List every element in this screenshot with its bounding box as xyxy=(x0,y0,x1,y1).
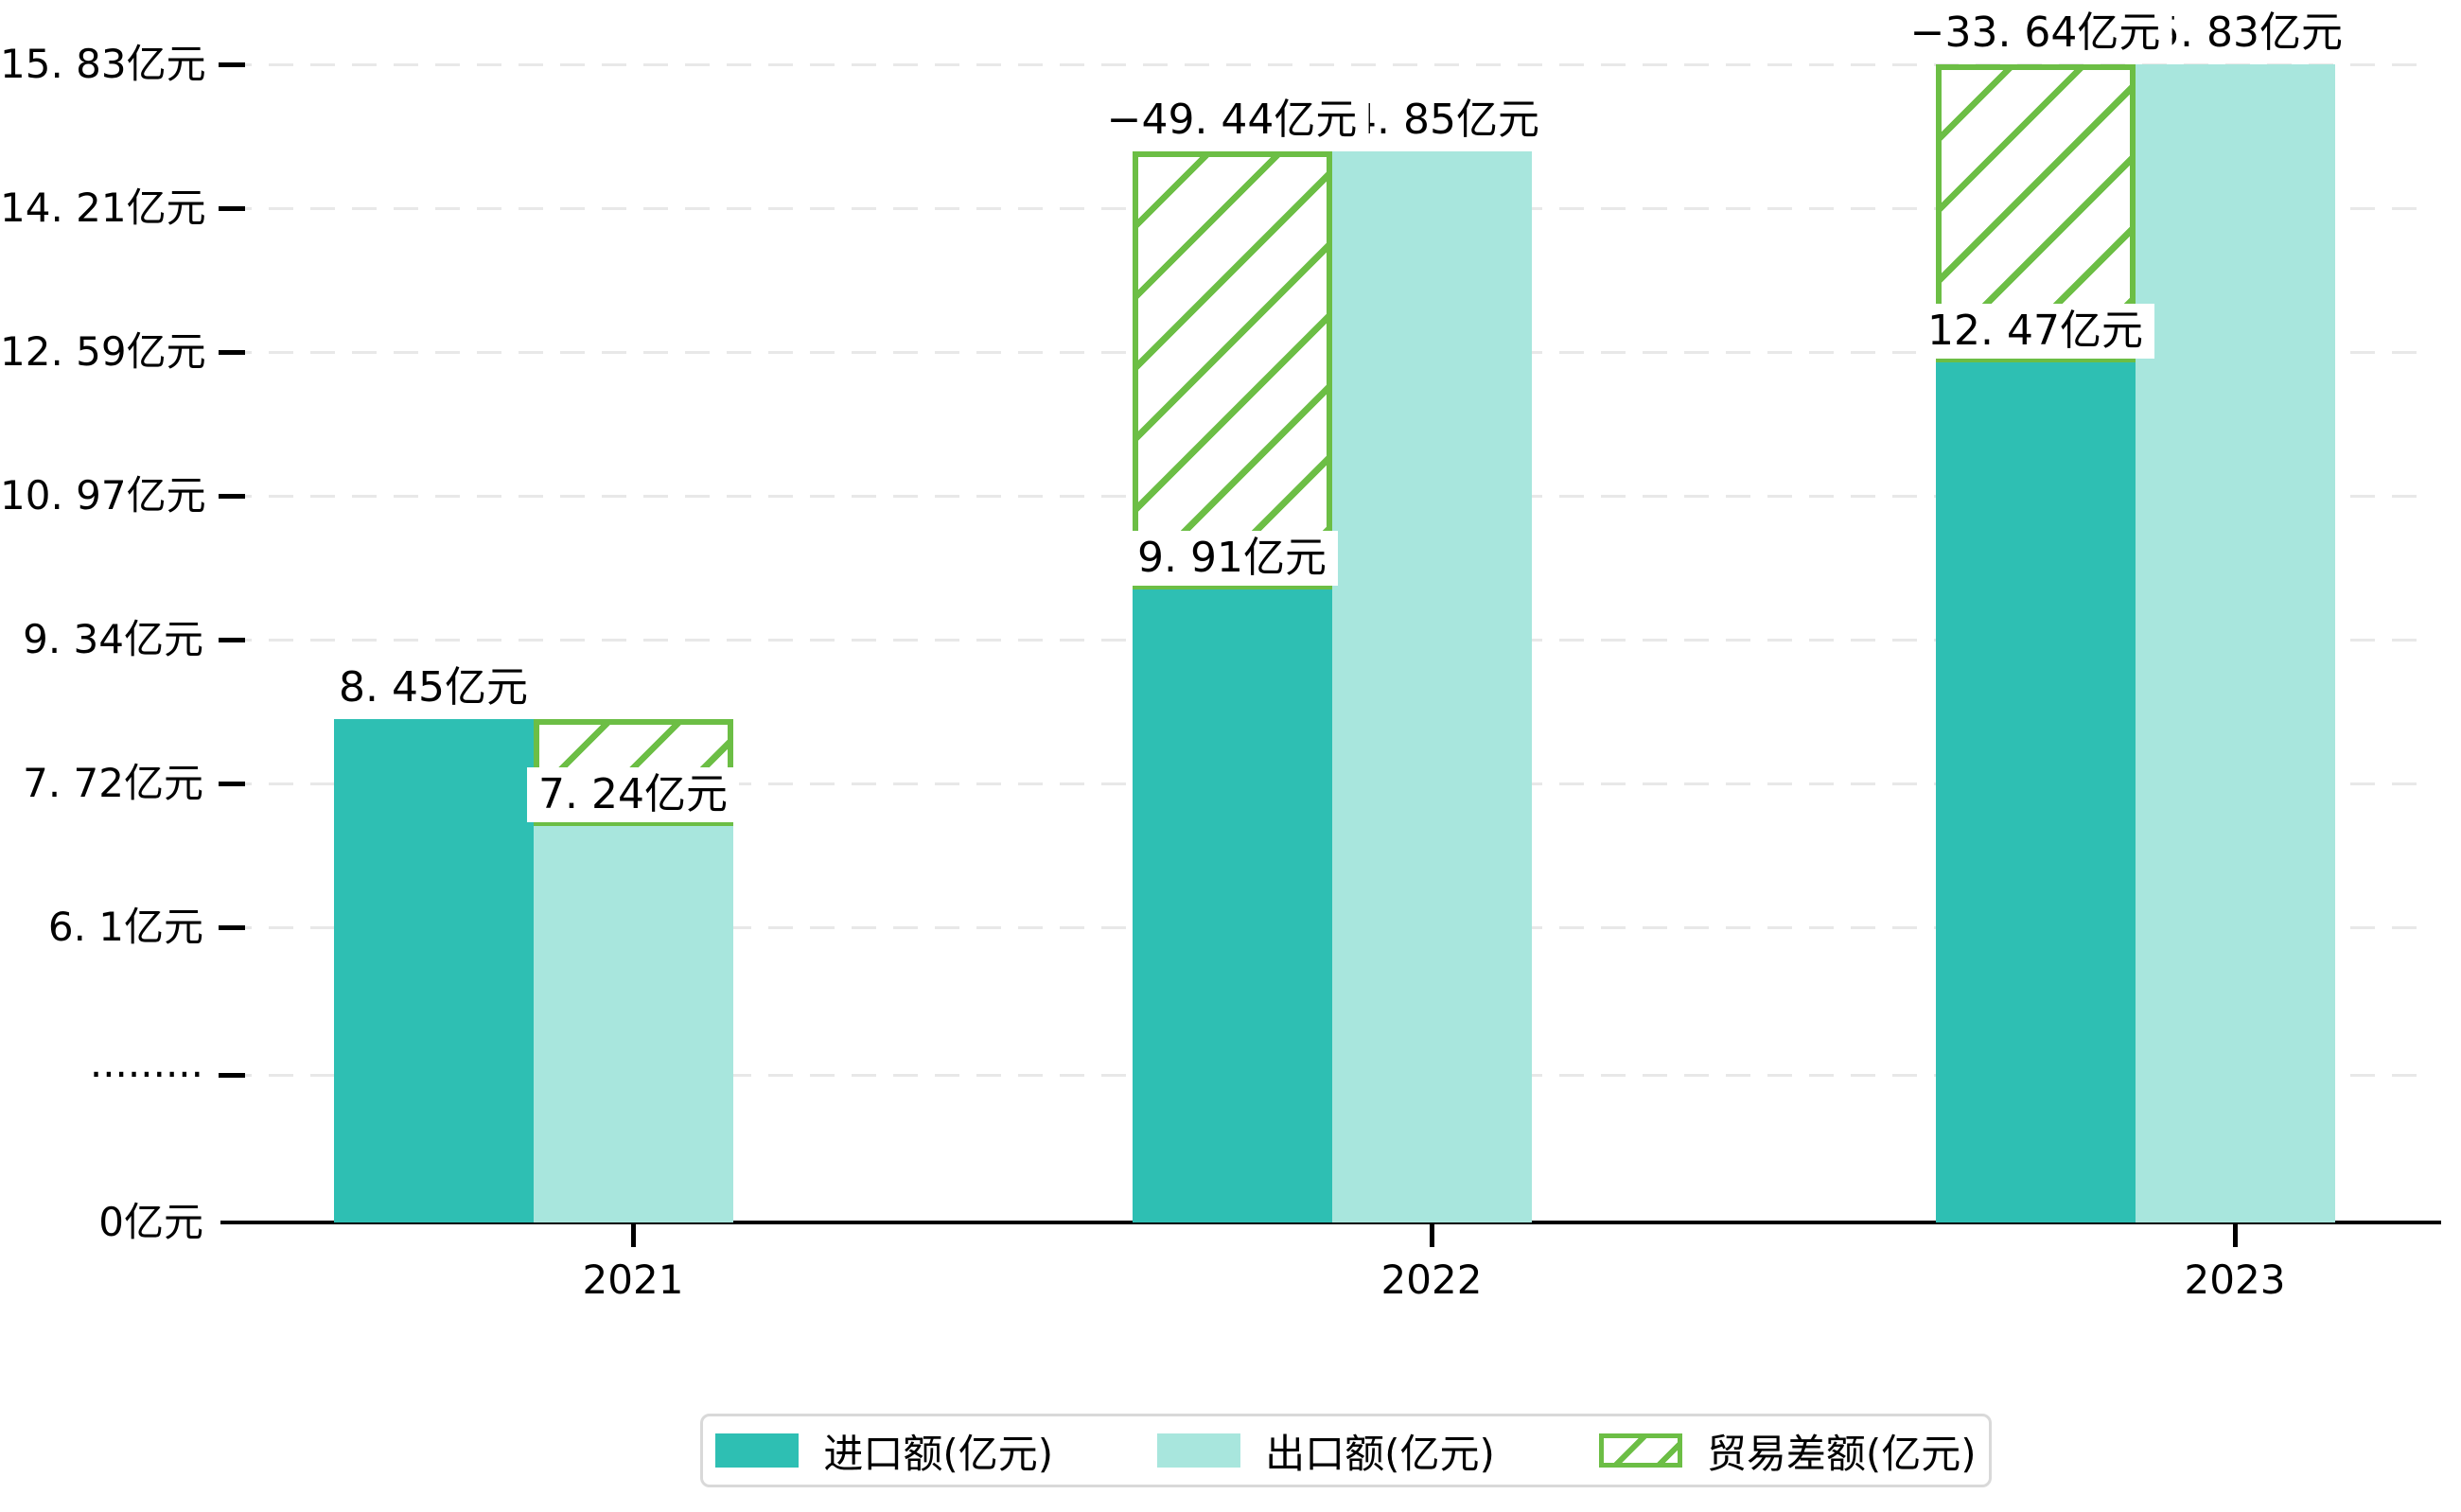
legend: 进口额(亿元) 出口额(亿元) 贸易差额(亿元) xyxy=(700,1414,1992,1487)
y-tick-label: 14. 21亿元 xyxy=(0,184,206,231)
bar-value-label: 7. 24亿元 xyxy=(527,767,739,823)
y-tick-label: 6. 1亿元 xyxy=(47,904,203,950)
y-tick-mark xyxy=(219,205,245,211)
legend-label: 贸易差额(亿元) xyxy=(1706,1430,1977,1477)
y-tick-mark xyxy=(219,493,245,499)
import-bar-2021 xyxy=(333,718,534,1222)
y-tick-label: 15. 83亿元 xyxy=(0,41,206,87)
export-bar-2021 xyxy=(533,826,733,1222)
export-bar-2023 xyxy=(2135,64,2335,1222)
bar-value-label: 12. 47亿元 xyxy=(1916,303,2154,359)
y-tick-label: 9. 34亿元 xyxy=(23,616,203,663)
y-tick-mark xyxy=(219,782,245,787)
legend-swatch-export xyxy=(1157,1433,1241,1468)
y-tick-mark xyxy=(219,62,245,67)
import-bar-2023 xyxy=(1935,361,2136,1222)
y-tick-mark xyxy=(219,638,245,643)
legend-item-import: 进口额(亿元) xyxy=(715,1422,1053,1480)
export-bar-2022 xyxy=(1331,150,1532,1222)
x-tick-label-2021: 2021 xyxy=(582,1257,684,1303)
legend-label: 出口额(亿元) xyxy=(1265,1430,1495,1477)
x-tick-label-2023: 2023 xyxy=(2184,1257,2286,1303)
legend-item-export: 出口额(亿元) xyxy=(1157,1422,1495,1480)
x-tick-mark xyxy=(1430,1222,1434,1247)
legend-swatch-import xyxy=(715,1433,800,1468)
bar-value-label: 9. 91亿元 xyxy=(1126,530,1338,586)
x-tick-mark xyxy=(2233,1222,2238,1247)
trade-balance-value-label: −49. 44亿元 xyxy=(1095,92,1369,148)
legend-label: 进口额(亿元) xyxy=(823,1430,1054,1477)
y-tick-mark xyxy=(219,1073,245,1078)
y-tick-mark xyxy=(219,925,245,930)
y-tick-label: ········· xyxy=(89,1051,203,1098)
trade-balance-bar-2022 xyxy=(1132,150,1332,589)
gridline xyxy=(227,63,2422,66)
y-tick-label: 10. 97亿元 xyxy=(0,471,206,519)
y-tick-mark xyxy=(219,349,245,355)
y-tick-label: 7. 72亿元 xyxy=(23,760,203,807)
import-bar-2022 xyxy=(1132,589,1332,1222)
trade-balance-value-label: −33. 64亿元 xyxy=(1898,6,2172,61)
y-tick-label: 0亿元 xyxy=(98,1199,203,1245)
y-tick-label: 12. 59亿元 xyxy=(0,327,206,375)
bar-value-label: 8. 45亿元 xyxy=(327,659,539,715)
x-axis-line xyxy=(220,1221,2441,1224)
x-tick-label-2022: 2022 xyxy=(1380,1257,1483,1303)
legend-item-balance: 贸易差额(亿元) xyxy=(1598,1422,1977,1480)
x-tick-mark xyxy=(631,1222,636,1247)
legend-swatch-balance xyxy=(1598,1433,1682,1468)
